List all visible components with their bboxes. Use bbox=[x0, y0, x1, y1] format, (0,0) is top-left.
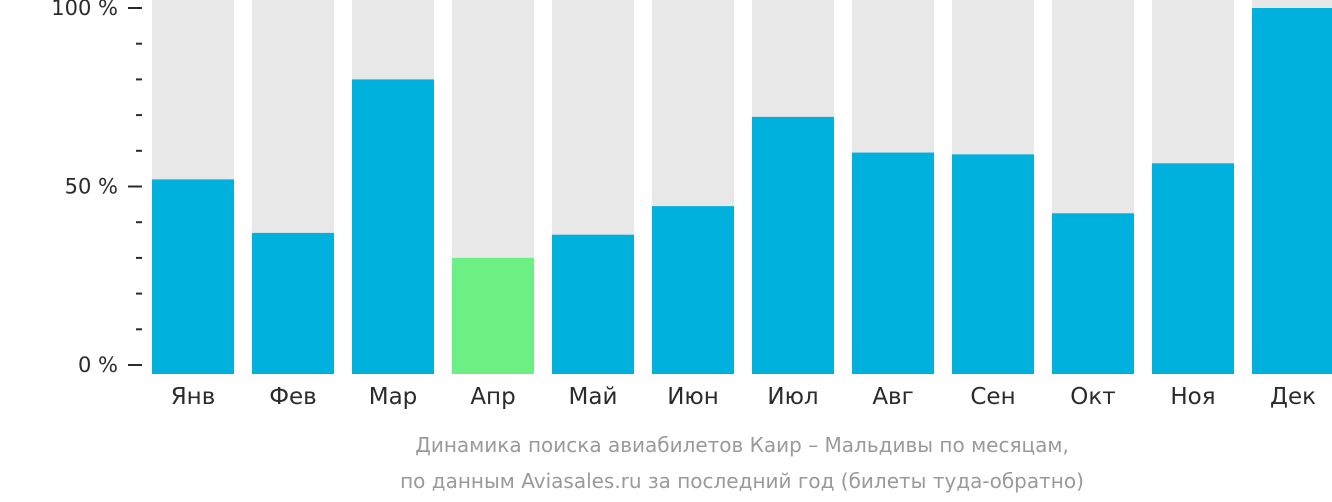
bar-3[interactable] bbox=[352, 79, 434, 375]
x-tick-label-8: Авг bbox=[872, 384, 913, 410]
x-tick-label-7: Июл bbox=[767, 384, 818, 410]
x-tick-label-5: Май bbox=[569, 384, 618, 410]
x-tick-label-6: Июн bbox=[667, 384, 719, 410]
bar-9[interactable] bbox=[952, 154, 1034, 374]
x-tick-label-10: Окт bbox=[1070, 384, 1115, 410]
bar-7[interactable] bbox=[752, 116, 834, 374]
bars bbox=[152, 8, 1332, 375]
bar-2[interactable] bbox=[252, 232, 334, 374]
x-tick-label-9: Сен bbox=[970, 384, 1015, 410]
bar-12[interactable] bbox=[1252, 8, 1332, 374]
chart-caption-line-2: по данным Aviasales.ru за последний год … bbox=[400, 469, 1084, 493]
bar-4[interactable] bbox=[452, 257, 534, 374]
y-tick-label-2: 50 % bbox=[65, 175, 118, 199]
bar-10[interactable] bbox=[1052, 213, 1134, 374]
y-tick-label-3: 100 % bbox=[51, 0, 118, 20]
bar-1[interactable] bbox=[152, 179, 234, 374]
x-tick-label-2: Фев bbox=[269, 384, 317, 410]
bar-6[interactable] bbox=[652, 206, 734, 374]
x-axis-labels: Янв Фев Мар Апр Май Июн Июл Авг Сен Окт Ноя Дек bbox=[171, 384, 1316, 410]
x-tick-label-3: Мар bbox=[369, 384, 418, 410]
bar-5[interactable] bbox=[552, 234, 634, 374]
x-tick-label-11: Ноя bbox=[1170, 384, 1215, 410]
chart-caption-line-1: Динамика поиска авиабилетов Каир – Мальд… bbox=[415, 433, 1069, 457]
bar-11[interactable] bbox=[1152, 163, 1234, 374]
y-axis: 0 % 50 % 100 % bbox=[51, 0, 142, 377]
x-tick-label-4: Апр bbox=[470, 384, 515, 410]
bar-8[interactable] bbox=[852, 152, 934, 374]
x-tick-label-1: Янв bbox=[171, 384, 216, 410]
y-tick-label-1: 0 % bbox=[78, 353, 118, 377]
x-tick-label-12: Дек bbox=[1270, 384, 1316, 410]
